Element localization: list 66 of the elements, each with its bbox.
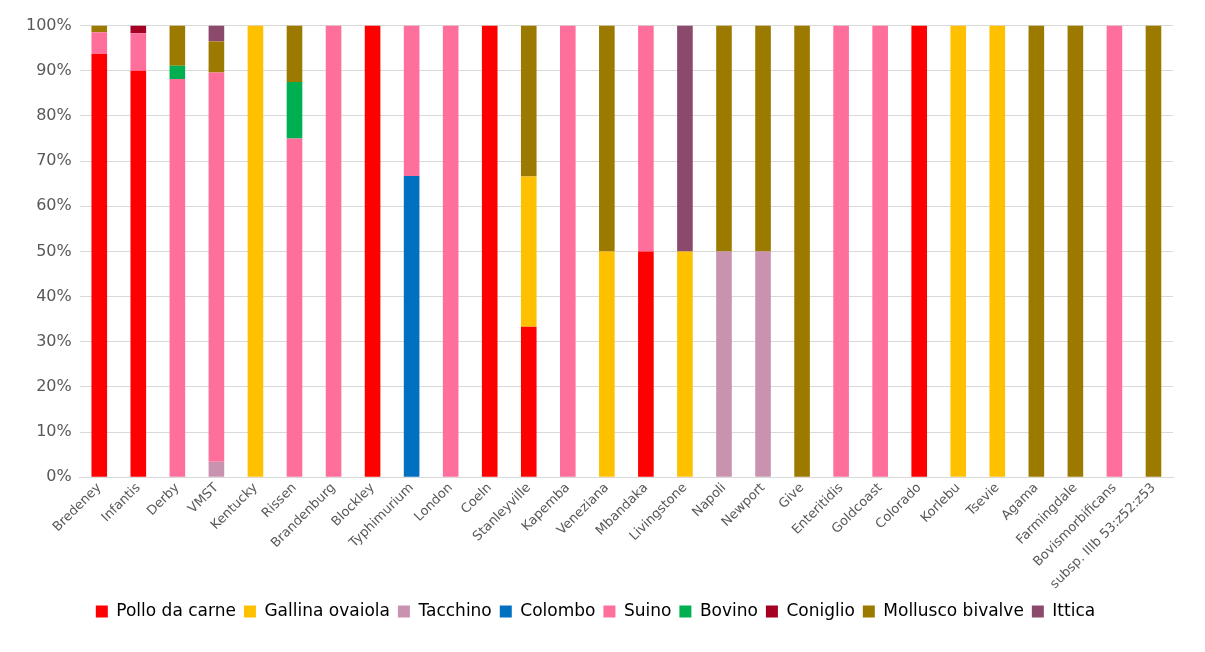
- y-tick-label: 80%: [36, 105, 72, 125]
- bar: [247, 25, 264, 477]
- bar: [794, 25, 810, 477]
- bar: [833, 25, 849, 477]
- y-tick-label: 0%: [46, 466, 72, 486]
- bar: [911, 25, 928, 477]
- y-tick-label: 30%: [36, 330, 72, 350]
- bar: [638, 251, 654, 477]
- bar: [208, 461, 225, 477]
- bar: [599, 251, 615, 477]
- bar: [520, 25, 537, 177]
- y-tick-label: 20%: [36, 376, 72, 396]
- bar: [130, 70, 147, 477]
- bar: [169, 78, 186, 477]
- bar: [950, 25, 967, 477]
- bar: [520, 176, 537, 327]
- bar: [91, 25, 108, 33]
- legend-label: Colombo: [520, 599, 596, 620]
- bar: [286, 25, 303, 83]
- y-tick-label: 40%: [36, 285, 72, 305]
- legend-label: Ittica: [1052, 599, 1096, 620]
- bar: [91, 54, 108, 477]
- bar: [481, 25, 498, 477]
- y-tick-label: 60%: [36, 195, 72, 215]
- bar: [677, 25, 693, 252]
- bar: [286, 82, 303, 139]
- bar: [560, 25, 576, 477]
- bar: [169, 25, 186, 66]
- bar: [91, 32, 108, 55]
- legend-label: Tacchino: [417, 599, 492, 620]
- bar: [872, 25, 888, 477]
- bar: [716, 25, 732, 252]
- bar: [442, 25, 459, 477]
- y-tick-label: 10%: [36, 421, 72, 441]
- legend-label: Gallina ovaiola: [264, 599, 390, 620]
- legend-label: Bovino: [699, 599, 758, 620]
- bar: [130, 33, 147, 71]
- y-tick-label: 50%: [36, 240, 72, 260]
- bar: [1106, 25, 1123, 477]
- bar: [364, 25, 381, 477]
- legend-label: Suino: [623, 599, 672, 620]
- bar: [1067, 25, 1084, 477]
- bar: [286, 138, 303, 477]
- y-tick-label: 70%: [36, 150, 72, 170]
- bar: [520, 326, 537, 477]
- y-tick-label: 100%: [25, 14, 72, 34]
- bar: [638, 25, 654, 252]
- bar: [755, 25, 771, 252]
- legend-label: Pollo da carne: [116, 599, 236, 620]
- bar: [989, 25, 1006, 477]
- y-tick-label: 90%: [36, 59, 72, 79]
- bar: [208, 72, 225, 462]
- bar: [403, 25, 420, 176]
- legend-label: Coniglio: [786, 599, 855, 620]
- bar: [599, 25, 615, 252]
- bar: [208, 41, 225, 73]
- bar: [325, 25, 342, 477]
- bar: [169, 65, 186, 79]
- bar: [403, 175, 420, 477]
- bar: [1145, 25, 1162, 477]
- bar: [716, 251, 732, 477]
- legend-label: Mollusco bivalve: [883, 599, 1024, 620]
- bar: [208, 25, 225, 42]
- bar: [677, 251, 693, 477]
- bar: [755, 251, 771, 477]
- bar: [1028, 25, 1045, 477]
